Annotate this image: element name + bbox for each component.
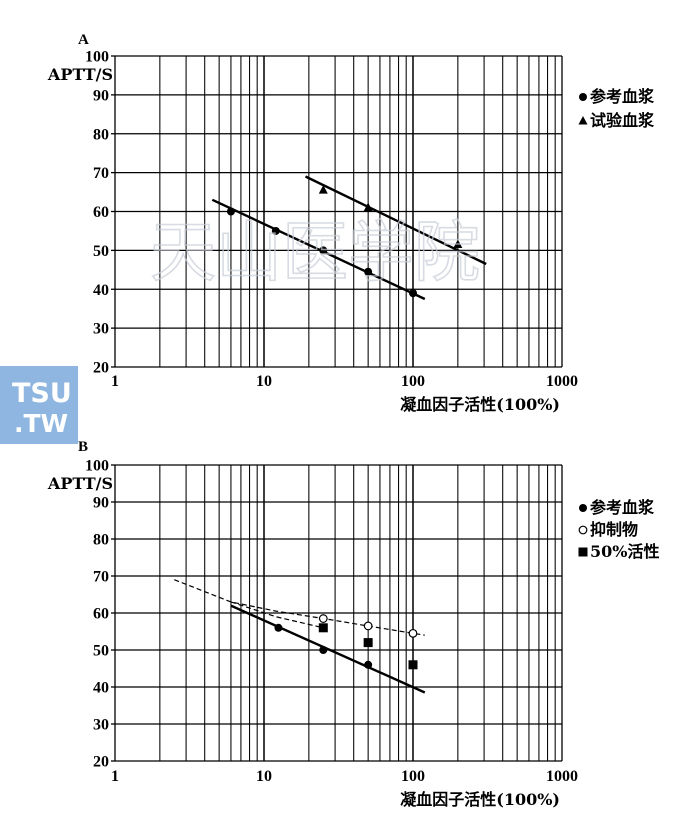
x-tick-label: 1 [111, 373, 119, 390]
y-axis-label: APTT/S [47, 65, 113, 84]
y-tick-label: 20 [93, 754, 109, 771]
legend-label: 50%活性 [590, 542, 659, 561]
data-point-square [408, 660, 418, 670]
y-tick-label: 100 [85, 458, 109, 475]
data-point-circle [319, 246, 328, 255]
x-axis-label: 凝血因子活性(100%) [400, 395, 560, 414]
y-tick-label: 60 [93, 204, 109, 221]
x-tick-label: 10 [256, 768, 272, 785]
y-tick-label: 20 [93, 360, 109, 377]
panel-label: A [78, 32, 89, 48]
data-point-circle [364, 660, 373, 669]
x-axis-label: 凝血因子活性(100%) [400, 790, 560, 809]
logo-line-2: .TW [14, 409, 68, 438]
data-point-square [318, 623, 328, 633]
fit-line-circle [230, 604, 426, 694]
x-tick-label: 10 [256, 373, 272, 390]
x-tick-label: 100 [401, 373, 425, 390]
y-tick-label: 40 [93, 680, 109, 697]
logo-badge-bg [0, 366, 78, 444]
y-tick-label: 50 [93, 643, 109, 660]
legend-marker-circle [579, 504, 587, 512]
y-tick-label: 80 [93, 532, 109, 549]
y-tick-label: 30 [93, 321, 109, 338]
data-point-circle [271, 226, 280, 235]
y-tick-label: 40 [93, 282, 109, 299]
panel-label: B [78, 439, 88, 455]
y-tick-label: 50 [93, 243, 109, 260]
data-point-circle [226, 207, 235, 216]
y-tick-label: 70 [93, 165, 109, 182]
watermark-text: 天山医学院 [150, 214, 480, 291]
x-tick-label: 1 [111, 768, 119, 785]
legend-marker-open-circle [578, 525, 588, 535]
data-point-open-circle [363, 621, 373, 631]
logo-line-1: TSU [12, 378, 72, 409]
fit-line-open-circle [174, 579, 425, 636]
data-point-open-circle [318, 614, 328, 623]
data-point-circle [409, 289, 417, 298]
data-point-circle [319, 646, 328, 654]
legend-label: 试验血浆 [590, 111, 655, 130]
x-tick-label: 100 [401, 768, 425, 785]
y-tick-label: 30 [93, 717, 109, 734]
data-point-triangle [453, 239, 463, 249]
data-point-circle [274, 623, 283, 632]
data-point-open-circle [408, 628, 418, 638]
y-tick-label: 90 [93, 495, 109, 512]
y-tick-label: 100 [85, 49, 109, 66]
y-tick-label: 90 [93, 87, 109, 104]
y-tick-label: 60 [93, 606, 109, 623]
legend-label: 抑制物 [590, 520, 638, 539]
fit-line-circle [211, 198, 426, 301]
data-point-triangle [318, 185, 328, 194]
x-tick-label: 1000 [546, 768, 578, 785]
x-tick-label: 1000 [546, 373, 578, 390]
legend-label: 参考血浆 [590, 498, 655, 517]
legend-marker-square [578, 547, 588, 557]
y-tick-label: 70 [93, 569, 109, 586]
data-point-square [363, 638, 373, 648]
legend-marker-circle [579, 93, 587, 101]
legend-marker-triangle [578, 116, 588, 125]
legend-label: 参考血浆 [590, 87, 655, 106]
y-tick-label: 80 [93, 126, 109, 143]
data-point-triangle [363, 202, 373, 212]
logo-badge: TSU .TW [0, 366, 78, 444]
fit-line-triangle [304, 175, 487, 266]
y-axis-label: APTT/S [47, 474, 113, 493]
data-point-circle [364, 267, 373, 276]
